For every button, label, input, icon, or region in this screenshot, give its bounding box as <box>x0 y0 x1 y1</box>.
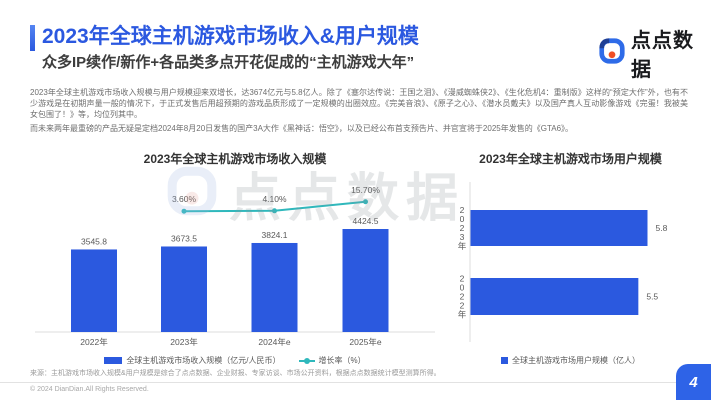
users-chart-legend: 全球主机游戏市场用户规模（亿人） <box>448 355 693 366</box>
y-tick-label-char: 0 <box>460 214 465 224</box>
y-tick-label-char: 2 <box>460 223 465 233</box>
page-title: 2023年全球主机游戏市场收入&用户规模 <box>42 25 419 48</box>
legend-item-growth: 增长率（%） <box>298 355 366 366</box>
y-tick-label-char: 2 <box>460 274 465 284</box>
legend-bar-swatch <box>104 357 123 364</box>
revenue-chart: 2023年全球主机游戏市场收入规模 3545.8 2022年 3673.5 2023年… <box>30 150 440 366</box>
legend-bar-label: 全球主机游戏市场收入规模（亿元/人民币） <box>126 356 281 365</box>
growth-point <box>363 199 368 205</box>
bar-value-label: 4424.5 <box>353 216 379 226</box>
bar-value-label: 3545.8 <box>81 236 107 246</box>
legend-line-dot <box>303 357 310 364</box>
bar-value-label: 5.5 <box>646 292 658 302</box>
legend-users-label: 全球主机游戏市场用户规模（亿人） <box>512 356 640 365</box>
page-number: 4 <box>689 373 698 391</box>
source-note: 来源：主机游戏市场收入规模&用户规模是综合了点点数据、企业财报、专家访谈、市场公… <box>30 370 441 377</box>
x-tick-label: 2023年 <box>170 337 198 347</box>
diandian-logo-icon <box>598 37 626 70</box>
summary-paragraph-1: 2023年全球主机游戏市场收入规模与用户规模迎来双增长，达3674亿元与5.8亿… <box>30 88 688 119</box>
summary-text: 2023年全球主机游戏市场收入规模与用户规模迎来双增长，达3674亿元与5.8亿… <box>30 87 688 137</box>
page-number-badge: 4 <box>676 364 711 400</box>
title-accent-bar <box>30 25 35 51</box>
x-tick-label: 2022年 <box>80 337 108 347</box>
legend-item-users: 全球主机游戏市场用户规模（亿人） <box>501 355 640 366</box>
users-chart: 2023年全球主机游戏市场用户规模 5.8 2 0 2 3 年 5.5 2 0 2 2 年 全球主机游… <box>448 150 693 366</box>
growth-value-label: 3.60% <box>172 194 197 204</box>
y-tick-label-char: 3 <box>460 232 465 242</box>
growth-point <box>272 208 277 214</box>
y-tick-label-char: 2 <box>460 301 465 311</box>
brand-logo: 点点数据 <box>598 24 711 82</box>
y-tick-label-char: 2 <box>460 205 465 215</box>
x-tick-label: 2024年e <box>258 337 290 347</box>
revenue-chart-plot: 3545.8 2022年 3673.5 2023年 3824.1 2024年e 4424.5… <box>35 185 435 347</box>
copyright: © 2024 DianDian.All Rights Reserved. <box>30 386 149 393</box>
growth-value-label: 4.10% <box>262 194 287 204</box>
legend-line-label: 增长率（%） <box>318 356 366 365</box>
brand-logo-text: 点点数据 <box>631 30 694 81</box>
y-tick-label-char: 2 <box>460 292 465 302</box>
users-bar <box>470 210 648 246</box>
revenue-bar <box>71 249 117 332</box>
legend-line-swatch <box>298 357 315 364</box>
growth-point <box>181 208 187 214</box>
revenue-chart-title: 2023年全球主机游戏市场收入规模 <box>143 152 327 166</box>
summary-paragraph-2: 而未来两年最重磅的产品无疑是定档2024年8月20日发售的国产3A大作《黑神话：… <box>30 124 574 133</box>
revenue-bar <box>161 246 207 332</box>
y-tick-label-char: 年 <box>458 241 467 251</box>
bar-value-label: 3673.5 <box>171 233 197 243</box>
bar-value-label: 3824.1 <box>262 230 288 240</box>
users-bar <box>470 278 639 315</box>
growth-value-label: 15.70% <box>351 185 380 195</box>
revenue-bar <box>342 229 389 332</box>
revenue-chart-legend: 全球主机游戏市场收入规模（亿元/人民币） 增长率（%） <box>30 355 440 366</box>
bar-value-label: 5.8 <box>656 223 668 233</box>
footer-divider <box>0 382 676 383</box>
legend-users-swatch <box>501 357 508 364</box>
users-chart-title: 2023年全球主机游戏市场用户规模 <box>479 152 662 166</box>
y-tick-label-char: 0 <box>460 283 465 293</box>
revenue-bar <box>251 242 298 332</box>
y-tick-label-char: 年 <box>458 310 467 320</box>
x-tick-label: 2025年e <box>349 337 381 347</box>
page-subtitle: 众多IP续作/新作+各品类多点开花促成的“主机游戏大年” <box>42 54 415 71</box>
legend-item-revenue: 全球主机游戏市场收入规模（亿元/人民币） <box>104 355 281 366</box>
